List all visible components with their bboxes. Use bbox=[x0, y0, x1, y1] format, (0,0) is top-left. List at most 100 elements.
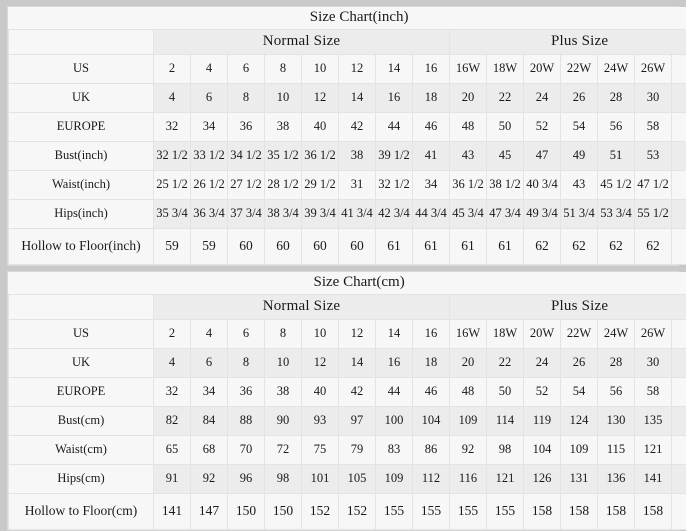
table-cell: 62 bbox=[635, 229, 672, 265]
table-cell: 35 1/2 bbox=[265, 142, 302, 171]
table-cell: 49 bbox=[561, 142, 598, 171]
table-cell: 25 1/2 bbox=[154, 171, 191, 200]
table-cell: 68 bbox=[191, 436, 228, 465]
table-cell: 2 bbox=[154, 320, 191, 349]
table-cell: 126 bbox=[524, 465, 561, 494]
table-cell-spacer bbox=[672, 407, 686, 436]
table-cell: 43 bbox=[450, 142, 487, 171]
table-cell: 30 bbox=[635, 84, 672, 113]
table-cell: 36 bbox=[228, 113, 265, 142]
table-cell-spacer bbox=[672, 436, 686, 465]
table-cell: 155 bbox=[413, 494, 450, 530]
table-cell: 24 bbox=[524, 84, 561, 113]
table-cell: 36 3/4 bbox=[191, 200, 228, 229]
table-cell: 155 bbox=[450, 494, 487, 530]
row-label: Waist(inch) bbox=[9, 171, 154, 200]
table-cell-spacer bbox=[672, 494, 686, 530]
table-cell: 86 bbox=[413, 436, 450, 465]
table-cell: 47 1/2 bbox=[635, 171, 672, 200]
table-cell: 20W bbox=[524, 55, 561, 84]
table-cell: 104 bbox=[524, 436, 561, 465]
table-cell: 24W bbox=[598, 320, 635, 349]
table-cell: 158 bbox=[524, 494, 561, 530]
table-cell: 56 bbox=[598, 113, 635, 142]
table-cell-spacer bbox=[672, 171, 686, 200]
table-cell: 98 bbox=[265, 465, 302, 494]
table-cell: 18W bbox=[487, 55, 524, 84]
table-cell: 8 bbox=[228, 84, 265, 113]
table-cell: 41 3/4 bbox=[339, 200, 376, 229]
table-cell: 130 bbox=[598, 407, 635, 436]
table-cell: 10 bbox=[265, 349, 302, 378]
table-cell: 4 bbox=[154, 84, 191, 113]
table-cell: 158 bbox=[598, 494, 635, 530]
table-cell: 115 bbox=[598, 436, 635, 465]
table-cell: 42 3/4 bbox=[376, 200, 413, 229]
table-cell: 53 3/4 bbox=[598, 200, 635, 229]
table-cell: 20W bbox=[524, 320, 561, 349]
table-cell: 52 bbox=[524, 113, 561, 142]
table-cell-spacer bbox=[672, 200, 686, 229]
table-cell: 34 1/2 bbox=[228, 142, 265, 171]
group-header-corner bbox=[9, 295, 154, 320]
table-cell: 131 bbox=[561, 465, 598, 494]
table-cell: 53 bbox=[635, 142, 672, 171]
table-cell: 32 bbox=[154, 378, 191, 407]
table-cell: 97 bbox=[339, 407, 376, 436]
table-cell: 4 bbox=[191, 55, 228, 84]
table-cell: 38 bbox=[265, 113, 302, 142]
table-cell: 26W bbox=[635, 320, 672, 349]
table-cell: 155 bbox=[487, 494, 524, 530]
table-cell: 82 bbox=[154, 407, 191, 436]
table-cell: 60 bbox=[339, 229, 376, 265]
table-cell: 6 bbox=[228, 320, 265, 349]
table-cell: 34 bbox=[191, 378, 228, 407]
table-cell: 46 bbox=[413, 378, 450, 407]
table-cell: 38 bbox=[339, 142, 376, 171]
table-cell: 36 1/2 bbox=[450, 171, 487, 200]
table-cell: 116 bbox=[450, 465, 487, 494]
table-cell: 79 bbox=[339, 436, 376, 465]
table-cell: 8 bbox=[265, 55, 302, 84]
table-cell: 45 1/2 bbox=[598, 171, 635, 200]
table-cell: 12 bbox=[302, 84, 339, 113]
table-cell: 36 bbox=[228, 378, 265, 407]
table-cell: 150 bbox=[228, 494, 265, 530]
table-cell: 26 bbox=[561, 84, 598, 113]
table-cell: 109 bbox=[561, 436, 598, 465]
table-cell: 100 bbox=[376, 407, 413, 436]
table-cell: 152 bbox=[302, 494, 339, 530]
table-cell: 39 1/2 bbox=[376, 142, 413, 171]
group-header-normal-size: Normal Size bbox=[154, 30, 450, 55]
table-cell: 22 bbox=[487, 349, 524, 378]
table-cell-spacer bbox=[672, 55, 686, 84]
table-cell: 28 1/2 bbox=[265, 171, 302, 200]
table-cell: 60 bbox=[302, 229, 339, 265]
table-cell: 47 bbox=[524, 142, 561, 171]
table-cell: 150 bbox=[265, 494, 302, 530]
row-label: Bust(cm) bbox=[9, 407, 154, 436]
table-cell: 47 3/4 bbox=[487, 200, 524, 229]
table-cell: 10 bbox=[302, 55, 339, 84]
table-cell: 6 bbox=[228, 55, 265, 84]
table-cell: 16W bbox=[450, 320, 487, 349]
table-cell: 114 bbox=[487, 407, 524, 436]
chart-title-row: Size Chart(inch) bbox=[9, 7, 686, 30]
table-cell: 45 bbox=[487, 142, 524, 171]
table-cell: 109 bbox=[450, 407, 487, 436]
table-cell: 8 bbox=[228, 349, 265, 378]
table-cell-spacer bbox=[672, 349, 686, 378]
table-cell: 8 bbox=[265, 320, 302, 349]
table-cell-spacer bbox=[672, 84, 686, 113]
table-cell: 58 bbox=[635, 113, 672, 142]
row-label: Hips(cm) bbox=[9, 465, 154, 494]
group-header-plus-size: Plus Size bbox=[450, 295, 686, 320]
